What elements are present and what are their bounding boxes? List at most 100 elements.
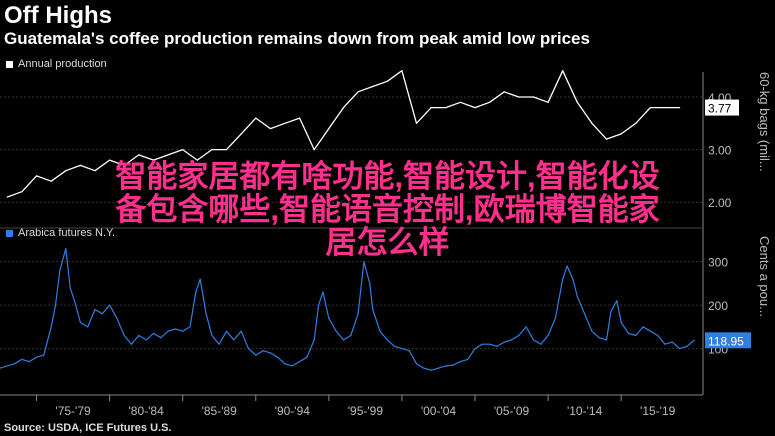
data-point-futures-5 (35, 356, 38, 358)
data-point-production-1 (21, 191, 23, 193)
data-point-production-32 (474, 107, 476, 109)
data-point-futures-9 (59, 269, 61, 271)
data-point-futures-34 (225, 330, 228, 332)
data-point-futures-7 (50, 326, 52, 328)
data-point-futures-18 (116, 317, 118, 319)
data-point-futures-66 (445, 365, 447, 367)
data-point-production-10 (152, 159, 155, 161)
data-point-futures-71 (481, 343, 483, 345)
data-point-futures-98 (664, 343, 666, 345)
data-point-futures-85 (576, 295, 578, 298)
data-point-futures-92 (620, 321, 622, 324)
legend-swatch-futures (6, 229, 13, 237)
data-point-futures-95 (642, 326, 644, 328)
data-point-production-22 (328, 128, 330, 130)
data-point-futures-83 (566, 265, 568, 267)
data-point-futures-73 (496, 345, 498, 347)
data-point-futures-24 (160, 337, 162, 339)
last-value-label-futures: 118.95 (708, 334, 744, 348)
data-point-futures-33 (218, 343, 220, 345)
data-point-futures-17 (109, 304, 111, 306)
xtick-label-0: '75-'79 (55, 404, 91, 418)
data-point-futures-36 (240, 330, 242, 332)
data-point-production-41 (605, 138, 608, 140)
data-point-futures-60 (401, 348, 403, 350)
chart-subtitle: Guatemala's coffee production remains do… (4, 29, 590, 48)
source-note: Source: USDA, ICE Futures U.S. (4, 422, 172, 434)
data-point-futures-69 (467, 358, 469, 360)
xtick-label-3: '90-'94 (275, 404, 311, 418)
data-point-futures-101 (686, 345, 688, 347)
legend-label-futures: Arabica futures N.Y. (18, 227, 116, 239)
data-point-futures-89 (605, 339, 608, 341)
data-point-production-27 (401, 70, 403, 72)
last-value-label-production: 3.77 (708, 102, 732, 116)
data-point-production-18 (269, 128, 271, 130)
data-point-production-0 (6, 196, 8, 198)
data-point-futures-13 (79, 321, 81, 324)
data-point-futures-74 (503, 341, 505, 343)
data-point-futures-87 (591, 330, 593, 332)
data-point-futures-51 (342, 339, 345, 341)
data-point-futures-41 (277, 356, 279, 358)
data-point-futures-88 (598, 337, 600, 339)
ytick-label-futures-1: 200 (708, 299, 728, 313)
data-point-futures-0 (0, 367, 1, 369)
data-point-production-11 (167, 154, 169, 156)
data-point-production-7 (109, 159, 111, 161)
xtick-label-8: '15-'19 (640, 404, 676, 418)
data-point-futures-32 (211, 334, 213, 337)
data-point-futures-68 (459, 361, 461, 363)
data-point-production-25 (372, 85, 374, 88)
data-point-futures-94 (635, 334, 637, 337)
data-point-futures-86 (584, 313, 586, 315)
data-point-futures-38 (255, 354, 257, 356)
overlay-text: 智能家居都有啥功能,智能设计,智能化设 备包含哪些,智能语音控制,欧瑞博智能家 … (115, 159, 660, 260)
data-point-futures-27 (182, 330, 184, 332)
data-point-futures-59 (394, 345, 396, 347)
data-point-futures-63 (423, 367, 425, 369)
data-point-futures-64 (430, 369, 432, 371)
data-point-futures-77 (525, 326, 527, 328)
data-point-futures-1 (6, 365, 8, 367)
data-point-futures-84 (572, 278, 574, 280)
data-point-production-30 (445, 107, 447, 109)
data-point-futures-14 (87, 326, 89, 328)
data-point-futures-93 (627, 332, 630, 334)
data-point-production-12 (182, 149, 184, 151)
data-point-futures-23 (152, 332, 155, 334)
data-point-production-39 (576, 101, 578, 103)
data-point-production-6 (94, 170, 96, 172)
data-point-production-9 (138, 154, 140, 156)
data-point-production-13 (196, 159, 198, 161)
xtick-label-2: '85-'89 (202, 404, 238, 418)
data-point-futures-81 (554, 317, 557, 319)
data-point-futures-75 (510, 339, 513, 341)
data-point-futures-96 (649, 330, 652, 332)
data-point-production-38 (562, 70, 564, 72)
data-point-futures-47 (318, 304, 320, 306)
data-point-futures-12 (73, 300, 76, 302)
data-point-production-43 (635, 122, 637, 124)
data-point-futures-6 (43, 354, 45, 356)
data-point-futures-16 (101, 313, 103, 315)
data-point-production-29 (430, 107, 432, 109)
data-point-futures-3 (21, 358, 23, 360)
data-point-production-28 (415, 122, 418, 124)
data-point-futures-4 (28, 361, 30, 363)
legend-label-production: Annual production (18, 58, 107, 70)
data-point-futures-54 (363, 261, 365, 263)
data-point-futures-25 (167, 330, 169, 332)
data-point-production-8 (123, 164, 125, 166)
data-point-futures-79 (540, 343, 542, 345)
data-point-futures-11 (69, 287, 71, 289)
data-point-futures-61 (408, 350, 410, 352)
data-point-futures-8 (54, 304, 57, 306)
xtick-label-7: '10-'14 (567, 404, 603, 418)
last-value-box-futures (705, 332, 751, 349)
data-point-production-46 (679, 107, 681, 109)
data-point-production-17 (255, 117, 257, 119)
data-point-production-20 (299, 117, 301, 119)
data-point-futures-49 (328, 317, 330, 319)
